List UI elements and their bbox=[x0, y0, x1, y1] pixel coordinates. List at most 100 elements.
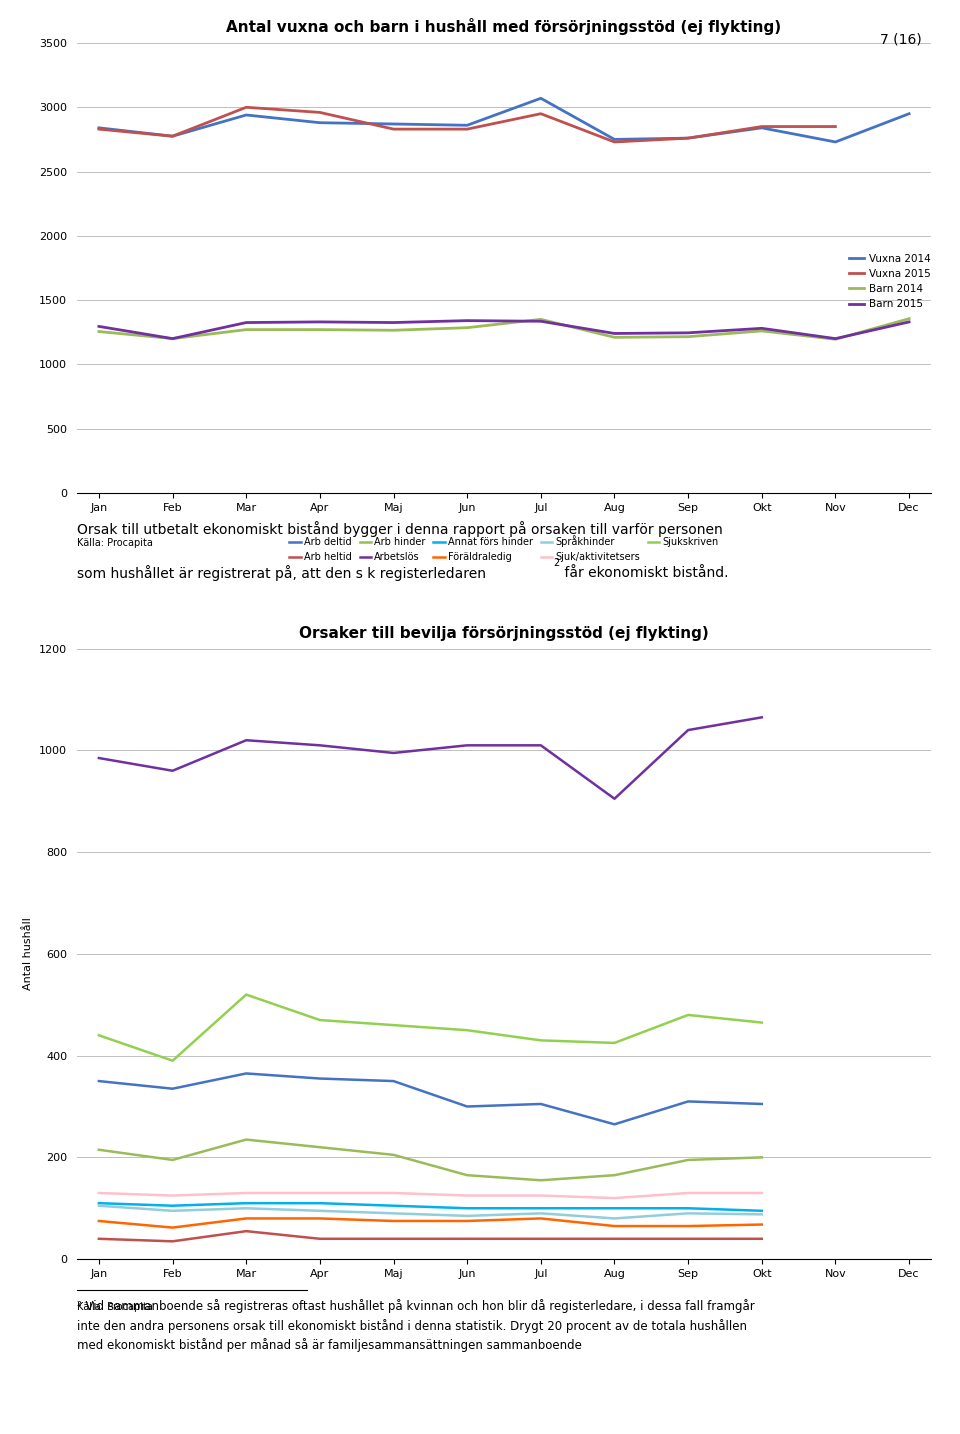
Barn 2014 bbox=[240, 321, 252, 338]
Arb deltid bbox=[535, 1096, 546, 1113]
Line: Arbetslös: Arbetslös bbox=[99, 717, 762, 799]
Vuxna 2014 bbox=[829, 133, 841, 151]
Arb heltid bbox=[240, 1223, 252, 1240]
Sjuk/aktivitetsers bbox=[167, 1187, 179, 1205]
Vuxna 2015 bbox=[683, 129, 694, 146]
Arb heltid bbox=[462, 1230, 473, 1248]
Arb hinder bbox=[93, 1141, 105, 1159]
Arbetslös bbox=[756, 708, 768, 726]
Arbetslös bbox=[462, 737, 473, 754]
Arb hinder bbox=[683, 1152, 694, 1169]
Arb deltid bbox=[609, 1116, 620, 1133]
Språkhinder bbox=[756, 1206, 768, 1223]
Barn 2014 bbox=[829, 331, 841, 348]
Annat förs hinder bbox=[609, 1200, 620, 1217]
Vuxna 2014 bbox=[388, 115, 399, 132]
Arb heltid bbox=[683, 1230, 694, 1248]
Legend: Vuxna 2014, Vuxna 2015, Barn 2014, Barn 2015: Vuxna 2014, Vuxna 2015, Barn 2014, Barn … bbox=[845, 250, 934, 314]
Arbetslös bbox=[314, 737, 325, 754]
Sjuk/aktivitetsers bbox=[683, 1184, 694, 1202]
Legend: Arb deltid, Arb heltid, Arb hinder, Arbetslös, Annat förs hinder, Föräldraledig,: Arb deltid, Arb heltid, Arb hinder, Arbe… bbox=[285, 532, 723, 566]
Text: Källa: Procapita: Källa: Procapita bbox=[77, 1302, 153, 1312]
Arb deltid bbox=[388, 1073, 399, 1090]
Vuxna 2014 bbox=[903, 105, 915, 122]
Vuxna 2014 bbox=[609, 130, 620, 148]
Line: Föräldraledig: Föräldraledig bbox=[99, 1219, 762, 1228]
Vuxna 2015 bbox=[240, 99, 252, 116]
Sjuk/aktivitetsers bbox=[535, 1187, 546, 1205]
Arb heltid bbox=[756, 1230, 768, 1248]
Föräldraledig bbox=[240, 1210, 252, 1228]
Föräldraledig bbox=[756, 1216, 768, 1233]
Barn 2015 bbox=[683, 324, 694, 341]
Annat förs hinder bbox=[314, 1195, 325, 1212]
Vuxna 2014 bbox=[462, 116, 473, 133]
Språkhinder bbox=[314, 1202, 325, 1219]
Språkhinder bbox=[93, 1197, 105, 1215]
Arb hinder bbox=[388, 1146, 399, 1163]
Line: Arb deltid: Arb deltid bbox=[99, 1074, 762, 1124]
Språkhinder bbox=[462, 1207, 473, 1225]
Arb deltid bbox=[314, 1070, 325, 1087]
Annat förs hinder bbox=[462, 1200, 473, 1217]
Line: Barn 2014: Barn 2014 bbox=[99, 318, 909, 340]
Föräldraledig bbox=[462, 1212, 473, 1229]
Barn 2014 bbox=[756, 323, 768, 340]
Barn 2015 bbox=[535, 313, 546, 330]
Annat förs hinder bbox=[756, 1202, 768, 1219]
Annat förs hinder bbox=[535, 1200, 546, 1217]
Line: Barn 2015: Barn 2015 bbox=[99, 321, 909, 338]
Arb hinder bbox=[756, 1149, 768, 1166]
Text: får ekonomiskt bistånd.: får ekonomiskt bistånd. bbox=[561, 565, 729, 579]
Barn 2015 bbox=[167, 330, 179, 347]
Vuxna 2014 bbox=[314, 115, 325, 132]
Barn 2014 bbox=[462, 320, 473, 337]
Text: ² Vid sammanboende så registreras oftast hushållet på kvinnan och hon blir då re: ² Vid sammanboende så registreras oftast… bbox=[77, 1299, 755, 1352]
Föräldraledig bbox=[93, 1212, 105, 1229]
Text: 2: 2 bbox=[554, 558, 560, 568]
Arb heltid bbox=[93, 1230, 105, 1248]
Sjukskriven bbox=[683, 1007, 694, 1024]
Sjukskriven bbox=[240, 987, 252, 1004]
Barn 2014 bbox=[609, 328, 620, 346]
Vuxna 2015 bbox=[93, 120, 105, 138]
Vuxna 2015 bbox=[535, 105, 546, 122]
Barn 2014 bbox=[167, 330, 179, 347]
Vuxna 2015 bbox=[462, 120, 473, 138]
Föräldraledig bbox=[388, 1212, 399, 1229]
Vuxna 2014 bbox=[93, 119, 105, 136]
Line: Annat förs hinder: Annat förs hinder bbox=[99, 1203, 762, 1210]
Text: Orsak till utbetalt ekonomiskt bistånd bygger i denna rapport på orsaken till va: Orsak till utbetalt ekonomiskt bistånd b… bbox=[77, 521, 723, 536]
Arb hinder bbox=[167, 1152, 179, 1169]
Sjukskriven bbox=[314, 1011, 325, 1028]
Sjukskriven bbox=[388, 1017, 399, 1034]
Line: Sjuk/aktivitetsers: Sjuk/aktivitetsers bbox=[99, 1193, 762, 1197]
Vuxna 2014 bbox=[756, 119, 768, 136]
Vuxna 2015 bbox=[388, 120, 399, 138]
Line: Vuxna 2015: Vuxna 2015 bbox=[99, 108, 835, 142]
Sjuk/aktivitetsers bbox=[388, 1184, 399, 1202]
Arb deltid bbox=[167, 1080, 179, 1097]
Sjuk/aktivitetsers bbox=[240, 1184, 252, 1202]
Språkhinder bbox=[683, 1205, 694, 1222]
Arbetslös bbox=[683, 721, 694, 739]
Arb heltid bbox=[314, 1230, 325, 1248]
Föräldraledig bbox=[167, 1219, 179, 1236]
Arb deltid bbox=[756, 1096, 768, 1113]
Vuxna 2015 bbox=[829, 118, 841, 135]
Vuxna 2014 bbox=[535, 90, 546, 108]
Barn 2014 bbox=[903, 310, 915, 327]
Sjuk/aktivitetsers bbox=[314, 1184, 325, 1202]
Vuxna 2014 bbox=[167, 128, 179, 145]
Språkhinder bbox=[535, 1205, 546, 1222]
Sjukskriven bbox=[756, 1014, 768, 1031]
Språkhinder bbox=[167, 1202, 179, 1219]
Y-axis label: Antal hushåll: Antal hushåll bbox=[23, 918, 34, 991]
Arbetslös bbox=[535, 737, 546, 754]
Line: Språkhinder: Språkhinder bbox=[99, 1206, 762, 1219]
Arbetslös bbox=[388, 744, 399, 761]
Annat förs hinder bbox=[240, 1195, 252, 1212]
Barn 2014 bbox=[535, 311, 546, 328]
Arb hinder bbox=[240, 1131, 252, 1149]
Sjukskriven bbox=[609, 1034, 620, 1051]
